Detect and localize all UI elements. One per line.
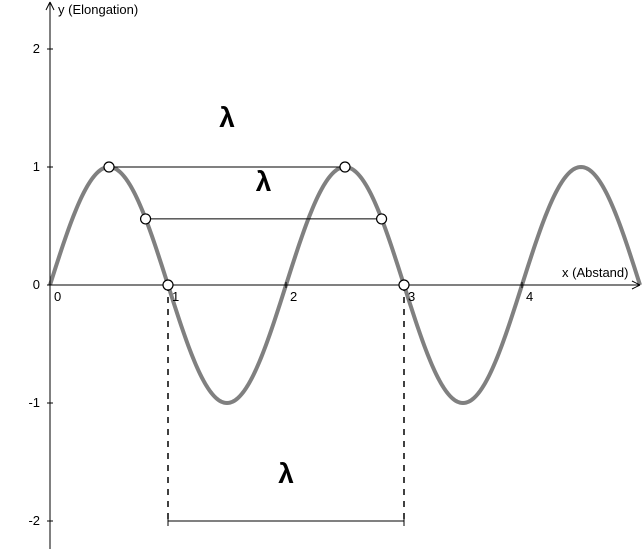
y-tick-label: 2 (33, 41, 40, 56)
peak-a-marker (104, 162, 114, 172)
lambda-label: λ (278, 458, 294, 489)
x-axis-label: x (Abstand) (562, 265, 628, 280)
x-tick-label: 4 (526, 289, 533, 304)
y-tick-label: 0 (33, 277, 40, 292)
lambda-label: λ (256, 166, 272, 197)
zero-b-marker (399, 280, 409, 290)
mid-a-marker (141, 214, 151, 224)
y-axis-label: y (Elongation) (58, 2, 138, 17)
lambda-label: λ (219, 102, 235, 133)
peak-b-marker (340, 162, 350, 172)
y-tick-label: 1 (33, 159, 40, 174)
x-tick-label: 0 (54, 289, 61, 304)
x-tick-label: 1 (172, 289, 179, 304)
x-tick-label: 3 (408, 289, 415, 304)
y-tick-label: -2 (28, 513, 40, 528)
zero-a-marker (163, 280, 173, 290)
y-tick-label: -1 (28, 395, 40, 410)
x-tick-label: 2 (290, 289, 297, 304)
mid-b-marker (377, 214, 387, 224)
